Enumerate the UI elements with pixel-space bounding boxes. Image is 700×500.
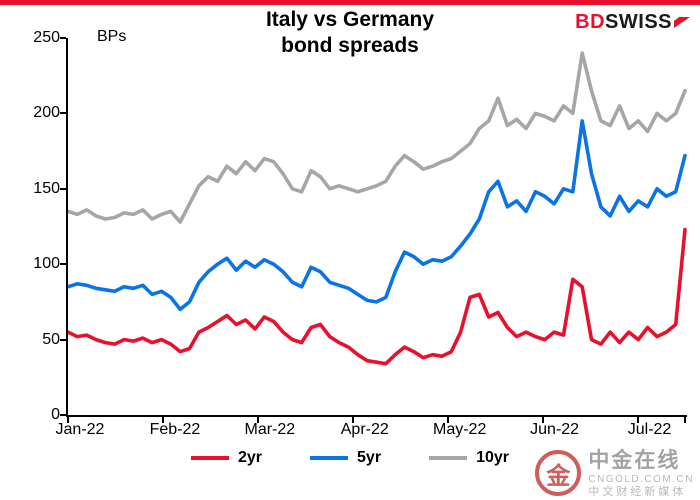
y-axis-unit-label: BPs <box>97 28 127 45</box>
x-axis-tick-label: Jun-22 <box>530 421 580 438</box>
bdswiss-logo: BD SWISS <box>575 11 690 34</box>
x-axis-tick <box>684 417 686 423</box>
legend-item-2yr: 2yr <box>191 449 262 467</box>
watermark-site-name: 中金在线 <box>588 448 681 472</box>
legend-label-5yr: 5yr <box>357 449 382 466</box>
x-axis-tick <box>161 417 164 423</box>
y-axis-tick-label: 0 <box>51 406 60 423</box>
y-axis-tick-label: 50 <box>42 330 60 348</box>
x-axis-tick <box>351 417 354 423</box>
x-axis-line <box>66 415 687 417</box>
y-axis-tick-label: 150 <box>33 179 60 197</box>
x-axis-tick <box>67 417 69 423</box>
y-axis-tick <box>60 414 66 416</box>
x-axis-tick <box>256 417 259 423</box>
x-axis-tick-label: Apr-22 <box>340 421 389 438</box>
series-line-10yr <box>68 51 687 224</box>
legend-label-2yr: 2yr <box>238 449 263 466</box>
top-red-bar <box>0 0 700 5</box>
x-axis-tick-label: May-22 <box>433 421 487 438</box>
y-axis-tick <box>60 187 66 190</box>
chart-title-line2: bond spreads <box>281 34 419 57</box>
bdswiss-logo-swiss: SWISS <box>605 11 672 33</box>
x-axis-tick <box>446 417 449 423</box>
chart-legend: 2yr 5yr 10yr <box>0 449 700 467</box>
cngold-watermark-text: 中金在线 CNGOLD.COM.CN 中文财经新媒体 <box>588 449 694 498</box>
legend-swatch-2yr <box>191 456 229 460</box>
legend-item-5yr: 5yr <box>310 449 381 467</box>
x-axis-tick <box>541 417 544 423</box>
y-axis-tick <box>60 263 66 266</box>
x-axis-tick-label: Mar-22 <box>244 421 296 438</box>
y-axis-tick-label: 100 <box>33 255 60 273</box>
cngold-logo-icon: 金 <box>535 450 582 497</box>
y-axis-line <box>66 38 68 417</box>
y-axis-tick-label: 200 <box>33 104 60 122</box>
legend-item-10yr: 10yr <box>429 449 509 467</box>
y-axis-tick <box>60 338 66 341</box>
x-axis-tick-label: Jul-22 <box>627 421 672 438</box>
legend-swatch-10yr <box>429 456 468 460</box>
bdswiss-logo-bd: BD <box>575 11 606 33</box>
x-axis-tick-label: Feb-22 <box>149 421 201 438</box>
y-axis-tick <box>60 37 66 39</box>
y-axis-tick <box>60 112 66 115</box>
series-line-5yr <box>68 119 687 312</box>
watermark-tagline: 中文财经新媒体 <box>588 485 687 498</box>
line-chart-plot-area <box>68 51 687 366</box>
x-axis-tick <box>636 417 639 423</box>
watermark-domain: CNGOLD.COM.CN <box>588 473 694 485</box>
y-axis-tick-label: 250 <box>33 29 60 46</box>
series-line-2yr <box>68 227 687 366</box>
chart-title: Italy vs Germany bond spreads <box>0 7 700 59</box>
chart-title-line1: Italy vs Germany <box>265 8 435 31</box>
legend-label-10yr: 10yr <box>476 449 509 466</box>
cngold-watermark: 金 中金在线 CNGOLD.COM.CN 中文财经新媒体 <box>535 449 694 498</box>
x-axis-tick-label: Jan-22 <box>55 421 105 438</box>
bdswiss-arrow-icon <box>674 11 690 34</box>
legend-swatch-5yr <box>310 456 349 460</box>
